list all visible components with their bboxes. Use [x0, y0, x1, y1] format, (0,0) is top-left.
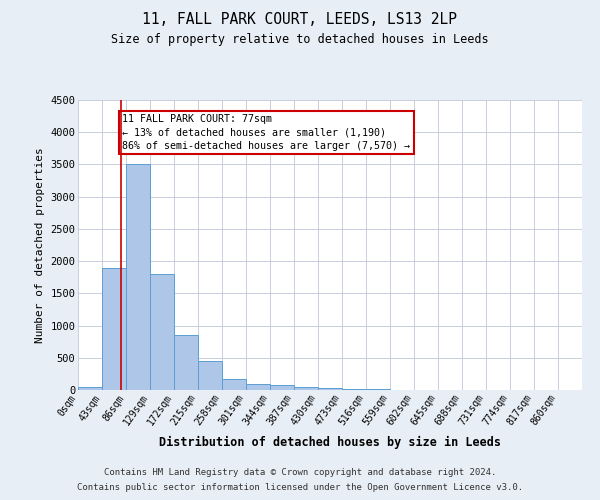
Bar — [246, 384, 270, 390]
Text: Distribution of detached houses by size in Leeds: Distribution of detached houses by size … — [159, 436, 501, 449]
Bar — [222, 378, 246, 390]
Bar — [342, 389, 366, 390]
Bar — [150, 274, 174, 390]
Y-axis label: Number of detached properties: Number of detached properties — [35, 147, 44, 343]
Bar — [270, 385, 294, 390]
Text: 11, FALL PARK COURT, LEEDS, LS13 2LP: 11, FALL PARK COURT, LEEDS, LS13 2LP — [143, 12, 458, 28]
Bar — [318, 388, 342, 390]
Text: Contains HM Land Registry data © Crown copyright and database right 2024.: Contains HM Land Registry data © Crown c… — [104, 468, 496, 477]
Text: 11 FALL PARK COURT: 77sqm
← 13% of detached houses are smaller (1,190)
86% of se: 11 FALL PARK COURT: 77sqm ← 13% of detac… — [122, 114, 410, 150]
Bar — [198, 361, 222, 390]
Bar — [78, 387, 102, 390]
Text: Size of property relative to detached houses in Leeds: Size of property relative to detached ho… — [111, 32, 489, 46]
Text: Contains public sector information licensed under the Open Government Licence v3: Contains public sector information licen… — [77, 483, 523, 492]
Bar — [102, 268, 126, 390]
Bar — [174, 335, 198, 390]
Bar — [294, 387, 318, 390]
Bar — [126, 164, 150, 390]
